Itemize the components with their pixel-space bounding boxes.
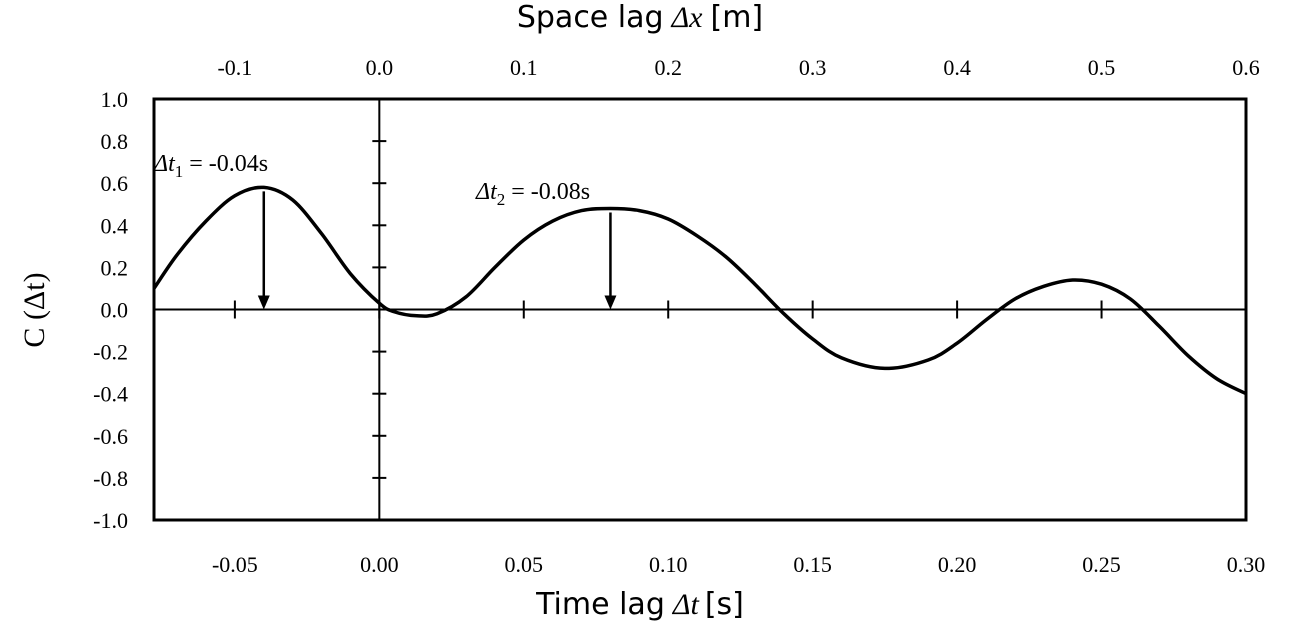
x2-axis-title: Space lag Δx [m] [517, 0, 763, 35]
y-tick-label: 1.0 [101, 87, 129, 112]
x2-tick-label: 0.4 [943, 55, 971, 80]
y-axis-title: C (Δt) [18, 272, 51, 347]
x-axis-title: Time lag Δt [s] [535, 587, 744, 622]
annotation-arrow-head [257, 295, 270, 310]
x-tick-label: 0.05 [505, 552, 544, 577]
x-tick-label: 0.25 [1082, 552, 1121, 577]
y-tick-label: 0.8 [101, 129, 129, 154]
x2-tick-label: -0.1 [217, 55, 252, 80]
annotation-label-1: Δt1 = -0.04s [153, 151, 268, 181]
y-tick-label: -0.4 [93, 382, 128, 407]
x-tick-label: -0.05 [212, 552, 258, 577]
x-tick-label: 0.00 [360, 552, 399, 577]
x2-tick-label: 0.5 [1088, 55, 1116, 80]
y-tick-label: -0.2 [93, 340, 128, 365]
x-tick-label: 0.15 [793, 552, 832, 577]
annotation-arrow-head [604, 295, 617, 310]
x2-tick-label: 0.2 [654, 55, 682, 80]
y-tick-label: -0.8 [93, 466, 128, 491]
correlation-curve [152, 185, 1247, 396]
x-tick-label: 0.20 [938, 552, 977, 577]
x-tick-label: 0.30 [1227, 552, 1266, 577]
y-tick-label: 0.0 [101, 298, 129, 323]
x2-tick-label: 0.1 [510, 55, 538, 80]
y-tick-label: -0.6 [93, 424, 128, 449]
y-tick-label: 0.6 [101, 171, 129, 196]
y-tick-label: -1.0 [93, 508, 128, 533]
annotation-label-2: Δt2 = -0.08s [475, 179, 590, 209]
x2-tick-label: 0.3 [799, 55, 827, 80]
x2-tick-label: 0.0 [366, 55, 394, 80]
y-tick-label: 0.4 [101, 213, 129, 238]
y-tick-label: 0.2 [101, 255, 129, 280]
x-tick-label: 0.10 [649, 552, 688, 577]
x2-tick-label: 0.6 [1232, 55, 1260, 80]
